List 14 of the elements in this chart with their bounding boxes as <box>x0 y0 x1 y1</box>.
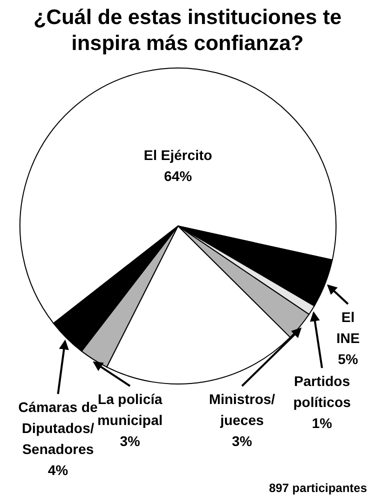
chart-title: ¿Cuál de estas instituciones te inspira más confianza? <box>33 6 342 55</box>
slice-label: Partidos políticos <box>293 373 351 410</box>
data-label: 4% <box>48 462 69 478</box>
data-label: 5% <box>338 351 359 367</box>
data-label: 64% <box>164 168 193 184</box>
data-label: 3% <box>232 433 253 449</box>
data-label: 1% <box>312 415 333 431</box>
slice-label: El INE <box>336 309 360 346</box>
slice-label: Cámaras de Diputados/ Senadores <box>18 399 98 457</box>
slice-label: La policía municipal <box>97 391 163 428</box>
text: 897 participantes <box>268 481 368 495</box>
slice-label: El Ejército <box>144 147 212 163</box>
data-label: 3% <box>120 433 141 449</box>
slice-label: Ministros/ jueces <box>208 391 276 428</box>
